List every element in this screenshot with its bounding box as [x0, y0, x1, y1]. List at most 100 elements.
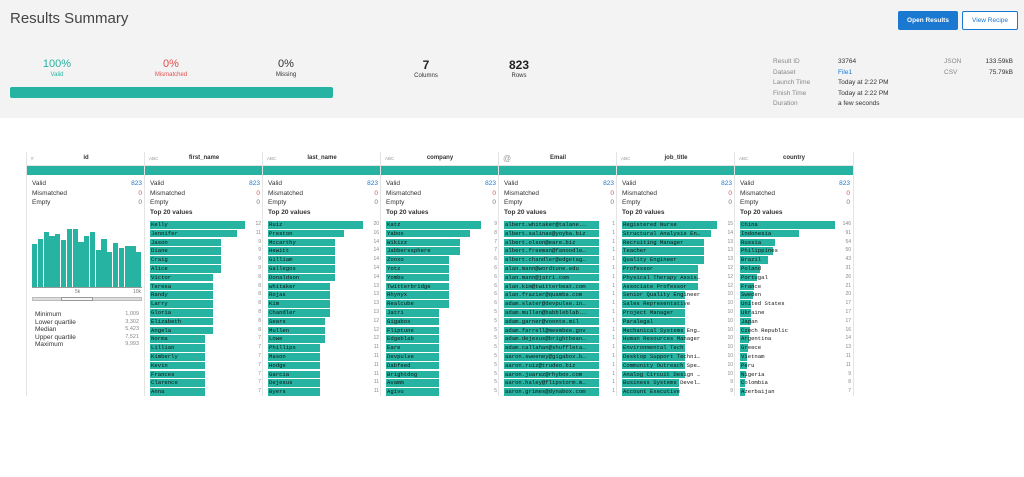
- histogram-bar[interactable]: [66, 228, 72, 287]
- view-recipe-button[interactable]: View Recipe: [962, 11, 1018, 30]
- top-value-row[interactable]: aaron.grimes@dynabox.com 1: [504, 388, 616, 396]
- column-header[interactable]: # id: [27, 152, 145, 166]
- top-value-row[interactable]: Angela 8: [150, 326, 262, 335]
- top-value-row[interactable]: Phillips 11: [268, 344, 380, 352]
- top-value-row[interactable]: Diane 9: [150, 247, 262, 255]
- top-value-row[interactable]: Preston 16: [268, 229, 380, 238]
- top-value-row[interactable]: Argentina 14: [740, 335, 852, 343]
- top-value-row[interactable]: alan.mann@wordtune.edu 1: [504, 265, 616, 273]
- top-value-row[interactable]: Fliptune 5: [386, 326, 498, 335]
- top-value-row[interactable]: Rhynyx 6: [386, 291, 498, 299]
- top-value-row[interactable]: Kelly 12: [150, 221, 262, 229]
- top-value-row[interactable]: aaron.ruiz@trudeo.biz 1: [504, 361, 616, 370]
- top-value-row[interactable]: Lillian 7: [150, 344, 262, 352]
- top-value-row[interactable]: Quality Engineer 13: [622, 256, 734, 264]
- top-value-row[interactable]: Twitterbridge 6: [386, 282, 498, 291]
- top-value-row[interactable]: Registered Nurse 15: [622, 221, 734, 229]
- export-csv-link[interactable]: 75.79kB: [989, 68, 1013, 76]
- top-value-row[interactable]: adam.mullen@babbleblab.… 1: [504, 309, 616, 317]
- histogram-bar[interactable]: [43, 232, 49, 287]
- top-value-row[interactable]: Sales Representative 10: [622, 300, 734, 308]
- top-value-row[interactable]: alan.kim@twitterbeat.com 1: [504, 282, 616, 291]
- top-value-row[interactable]: Randy 8: [150, 291, 262, 299]
- top-value-row[interactable]: Yombu 6: [386, 273, 498, 282]
- histogram-bar[interactable]: [78, 241, 84, 287]
- top-value-row[interactable]: Ukraine 17: [740, 309, 852, 317]
- histogram-bar[interactable]: [60, 240, 67, 287]
- top-value-row[interactable]: Donaldson 14: [268, 273, 380, 282]
- top-value-row[interactable]: Jason 9: [150, 238, 262, 247]
- top-value-row[interactable]: Account Executive 9: [622, 388, 734, 396]
- top-value-row[interactable]: adam.dejesus@brightbean… 1: [504, 335, 616, 343]
- top-value-row[interactable]: Mccarthy 14: [268, 238, 380, 247]
- top-value-row[interactable]: Clarence 7: [150, 379, 262, 387]
- top-value-row[interactable]: Gilliam 14: [268, 256, 380, 264]
- top-value-row[interactable]: Zooxo 6: [386, 256, 498, 264]
- top-value-row[interactable]: Kimberly 7: [150, 353, 262, 361]
- top-value-row[interactable]: Poland 31: [740, 265, 852, 273]
- top-value-row[interactable]: albert.freeman@fanoodle… 1: [504, 247, 616, 255]
- top-value-row[interactable]: Brazil 43: [740, 256, 852, 264]
- top-value-row[interactable]: Elizabeth 8: [150, 317, 262, 326]
- top-value-row[interactable]: adam.slater@devpulse.in… 1: [504, 300, 616, 308]
- top-value-row[interactable]: Russia 54: [740, 238, 852, 247]
- top-value-row[interactable]: Azerbaijan 7: [740, 388, 852, 396]
- top-value-row[interactable]: Desktop Support Techni… 10: [622, 353, 734, 361]
- histogram-bar[interactable]: [124, 245, 130, 287]
- dataset-link[interactable]: File1: [838, 68, 853, 76]
- top-value-row[interactable]: albert.chandler@edgetag… 1: [504, 256, 616, 264]
- top-value-row[interactable]: Dabfeed 5: [386, 361, 498, 370]
- top-value-row[interactable]: Sears 12: [268, 317, 380, 326]
- top-value-row[interactable]: Associate Professor 12: [622, 282, 734, 291]
- top-value-row[interactable]: Teacher 13: [622, 247, 734, 255]
- export-json-link[interactable]: 133.59kB: [985, 58, 1013, 65]
- histogram-bar[interactable]: [32, 244, 38, 287]
- top-value-row[interactable]: aaron.sweeney@gigabox.b… 1: [504, 353, 616, 361]
- top-value-row[interactable]: adam.farrell@meembee.gov 1: [504, 326, 616, 335]
- top-value-row[interactable]: albert.salinas@yoyba.biz 1: [504, 229, 616, 238]
- column-header[interactable]: ABC last_name: [263, 152, 381, 166]
- top-value-row[interactable]: Wikizz 7: [386, 238, 498, 247]
- top-value-row[interactable]: Philippines 50: [740, 247, 852, 255]
- histogram-bar[interactable]: [101, 238, 107, 287]
- top-value-row[interactable]: Devpulse 5: [386, 353, 498, 361]
- top-value-row[interactable]: Ruiz 20: [268, 221, 380, 229]
- top-value-row[interactable]: Vietnam 11: [740, 353, 852, 361]
- top-value-row[interactable]: Rojas 13: [268, 291, 380, 299]
- top-value-row[interactable]: Community Outreach Spe… 10: [622, 361, 734, 370]
- top-value-row[interactable]: Senior Quality Engineer 10: [622, 291, 734, 299]
- top-value-row[interactable]: Physical Therapy Assis… 12: [622, 273, 734, 282]
- top-value-row[interactable]: Jennifer 11: [150, 229, 262, 238]
- top-value-row[interactable]: China 146: [740, 221, 852, 229]
- top-value-row[interactable]: Professor 12: [622, 265, 734, 273]
- top-value-row[interactable]: Victor 8: [150, 273, 262, 282]
- top-value-row[interactable]: alan.frazier@quamba.com 1: [504, 291, 616, 299]
- top-value-row[interactable]: Hewitt 14: [268, 247, 380, 255]
- top-value-row[interactable]: Japan 17: [740, 317, 852, 326]
- top-value-row[interactable]: Dejesus 11: [268, 379, 380, 387]
- histogram-bar[interactable]: [72, 229, 78, 287]
- top-value-row[interactable]: Sweden 20: [740, 291, 852, 299]
- histogram-bar[interactable]: [113, 242, 119, 287]
- top-value-row[interactable]: whitaker 13: [268, 282, 380, 291]
- top-value-row[interactable]: Mechanical Systems Eng… 10: [622, 326, 734, 335]
- top-value-row[interactable]: adam.callahan@shuffleta… 1: [504, 344, 616, 352]
- histogram-bar[interactable]: [89, 232, 96, 287]
- top-value-row[interactable]: Teresa 8: [150, 282, 262, 291]
- column-header[interactable]: ABC first_name: [145, 152, 263, 166]
- top-value-row[interactable]: Recruiting Manager 13: [622, 238, 734, 247]
- column-header[interactable]: @ Email: [499, 152, 617, 166]
- histogram-bar[interactable]: [55, 233, 61, 287]
- top-value-row[interactable]: Nigeria 9: [740, 370, 852, 379]
- histogram-range-slider[interactable]: [32, 297, 142, 301]
- top-value-row[interactable]: albert.olson@eare.biz 1: [504, 238, 616, 247]
- top-value-row[interactable]: Anna 7: [150, 388, 262, 396]
- top-value-row[interactable]: Jatri 5: [386, 309, 498, 317]
- top-value-row[interactable]: Environmental Tech 10: [622, 344, 734, 352]
- column-header[interactable]: ABC job_title: [617, 152, 735, 166]
- top-value-row[interactable]: Norma 7: [150, 335, 262, 343]
- top-value-row[interactable]: Mullen 12: [268, 326, 380, 335]
- top-value-row[interactable]: Avamm 5: [386, 379, 498, 387]
- top-value-row[interactable]: Brightdog 5: [386, 370, 498, 379]
- top-value-row[interactable]: Project Manager 10: [622, 309, 734, 317]
